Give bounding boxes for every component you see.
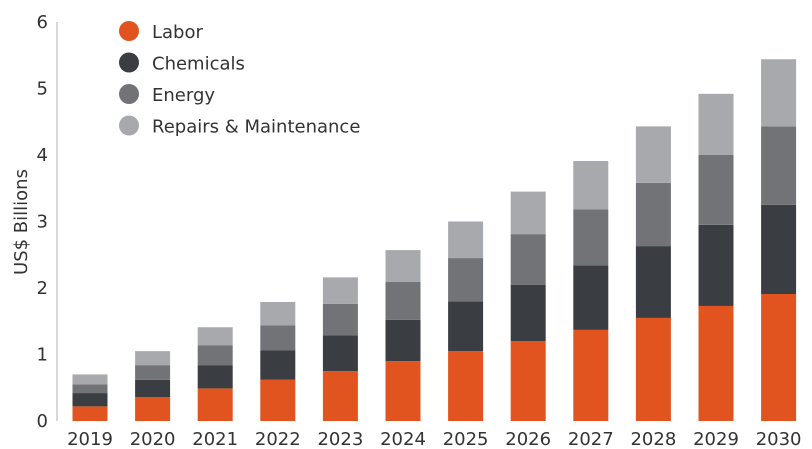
bar-repairs-maintenance-2030 (761, 59, 797, 127)
y-tick-label-3: 3 (37, 212, 48, 233)
bar-labor-2030 (761, 293, 797, 421)
x-tick-label-2021: 2021 (192, 429, 238, 449)
y-tick-label-4: 4 (37, 145, 48, 166)
x-tick-label-2030: 2030 (756, 429, 802, 449)
bar-labor-2024 (385, 361, 421, 421)
bar-energy-2025 (448, 258, 484, 302)
bar-chemicals-2028 (635, 246, 671, 318)
x-tick-label-2027: 2027 (568, 429, 614, 449)
legend-swatch-repairs-maintenance (119, 115, 139, 136)
y-tick-label-0: 0 (37, 411, 48, 432)
x-tick-label-2020: 2020 (130, 429, 176, 449)
bar-repairs-maintenance-2026 (510, 191, 546, 235)
bar-energy-2027 (573, 209, 609, 266)
bar-chemicals-2025 (448, 301, 484, 352)
y-tick-label-5: 5 (37, 79, 48, 100)
x-tick-label-2029: 2029 (693, 429, 739, 449)
bar-labor-2022 (260, 379, 296, 421)
bar-chemicals-2019 (72, 393, 108, 407)
bar-chemicals-2026 (510, 284, 546, 342)
bar-chemicals-2021 (197, 365, 233, 389)
x-tick-label-2025: 2025 (443, 429, 489, 449)
x-tick-label-2028: 2028 (630, 429, 676, 449)
bar-repairs-maintenance-2025 (448, 221, 484, 259)
x-tick-label-2023: 2023 (317, 429, 363, 449)
bar-chemicals-2022 (260, 350, 296, 380)
bar-labor-2026 (510, 341, 546, 421)
bar-energy-2028 (635, 182, 671, 247)
bar-energy-2030 (761, 126, 797, 205)
bar-chemicals-2023 (322, 335, 358, 372)
bar-labor-2020 (135, 397, 171, 421)
x-tick-label-2024: 2024 (380, 429, 426, 449)
y-axis: US$ Billions (11, 22, 58, 421)
legend-swatch-chemicals (119, 52, 139, 73)
bar-repairs-maintenance-2021 (197, 327, 233, 346)
bar-labor-2023 (322, 371, 358, 421)
x-tick-labels: 2019 2020 2021 2022 2023 2024 2025 2026 2027 2028… (67, 429, 801, 449)
legend-label-repairs-maintenance: Repairs & Maintenance (152, 117, 360, 138)
x-tick-label-2022: 2022 (255, 429, 301, 449)
bar-repairs-maintenance-2019 (72, 374, 108, 385)
legend-label-energy: Energy (152, 85, 215, 106)
bar-energy-2021 (197, 345, 233, 366)
y-tick-labels: 0 1 2 3 4 5 6 (37, 12, 48, 432)
y-tick-label-6: 6 (37, 12, 48, 33)
legend-label-chemicals: Chemicals (152, 54, 245, 75)
bar-energy-2023 (322, 303, 358, 336)
legend-swatch-labor (119, 21, 139, 41)
bar-energy-2029 (698, 155, 734, 225)
bar-energy-2022 (260, 325, 296, 351)
bar-repairs-maintenance-2029 (698, 93, 734, 155)
y-axis-label: US$ Billions (11, 169, 32, 275)
bar-energy-2019 (72, 384, 108, 394)
bar-repairs-maintenance-2020 (135, 351, 171, 366)
bar-repairs-maintenance-2027 (573, 160, 609, 210)
bar-chemicals-2030 (761, 204, 797, 294)
bar-chemicals-2020 (135, 379, 171, 398)
y-tick-label-1: 1 (37, 345, 48, 366)
bar-labor-2019 (72, 406, 108, 421)
bar-labor-2021 (197, 388, 233, 421)
bar-repairs-maintenance-2022 (260, 301, 296, 326)
bar-labor-2027 (573, 329, 609, 421)
bar-chemicals-2027 (573, 265, 609, 330)
bar-chemicals-2024 (385, 319, 421, 362)
legend-swatch-energy (119, 84, 139, 104)
bar-energy-2026 (510, 234, 546, 285)
legend: Labor Chemicals Energy Repairs & Maintenanc… (119, 21, 360, 138)
bar-repairs-maintenance-2024 (385, 250, 421, 283)
y-tick-label-2: 2 (37, 278, 48, 299)
legend-label-labor: Labor (152, 22, 203, 43)
bar-labor-2028 (635, 317, 671, 421)
bars-group (72, 59, 797, 421)
bar-repairs-maintenance-2023 (322, 277, 358, 304)
x-tick-label-2019: 2019 (67, 429, 113, 449)
bar-energy-2024 (385, 282, 421, 320)
bar-chemicals-2029 (698, 224, 734, 306)
bar-labor-2029 (698, 305, 734, 421)
x-tick-label-2026: 2026 (505, 429, 551, 449)
bar-energy-2020 (135, 365, 171, 380)
bar-repairs-maintenance-2028 (635, 126, 671, 183)
bar-labor-2025 (448, 351, 484, 421)
